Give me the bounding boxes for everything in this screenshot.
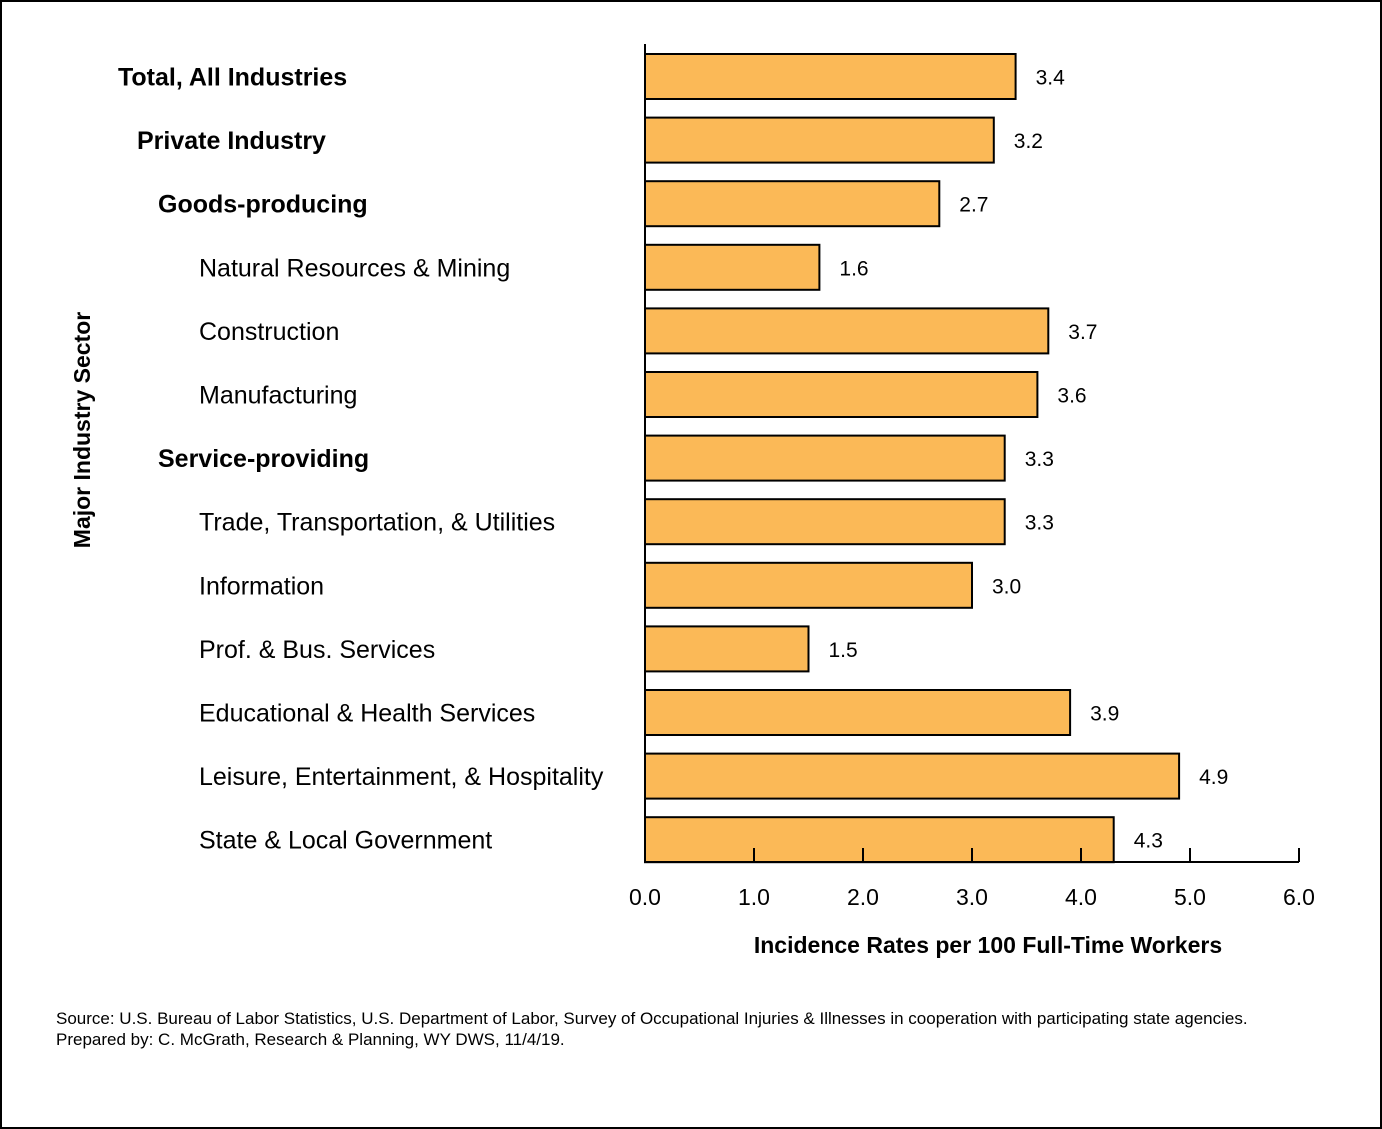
data-label: 3.2 — [1014, 130, 1043, 153]
category-label: Leisure, Entertainment, & Hospitality — [199, 763, 604, 791]
y-axis-title: Major Industry Sector — [69, 312, 95, 548]
data-label: 2.7 — [959, 194, 988, 217]
x-tick-label: 3.0 — [956, 884, 988, 910]
data-label: 3.6 — [1057, 385, 1086, 408]
category-label: Manufacturing — [199, 382, 357, 410]
bar — [644, 180, 941, 228]
data-label: 3.7 — [1068, 321, 1097, 344]
bar — [644, 561, 973, 609]
category-label: Service-providing — [158, 445, 369, 473]
category-label: Trade, Transportation, & Utilities — [199, 509, 555, 537]
x-axis-title: Incidence Rates per 100 Full-Time Worker… — [754, 932, 1222, 958]
bar — [644, 371, 1039, 418]
bar — [644, 816, 1115, 864]
prepared-by-text: Prepared by: C. McGrath, Research & Plan… — [56, 1030, 565, 1049]
data-label: 3.3 — [1025, 512, 1054, 535]
x-tick-label: 0.0 — [629, 884, 661, 910]
x-tick-label: 6.0 — [1283, 884, 1315, 910]
category-label: State & Local Government — [199, 827, 492, 855]
bar — [644, 689, 1072, 736]
category-label: Natural Resources & Mining — [199, 254, 510, 282]
category-label: Private Industry — [137, 127, 326, 155]
category-label: Total, All Industries — [118, 64, 347, 92]
data-label: 3.4 — [1036, 67, 1066, 90]
data-label: 1.6 — [839, 257, 868, 280]
category-label: Construction — [199, 318, 339, 346]
data-label: 4.9 — [1199, 766, 1228, 789]
data-label: 3.0 — [992, 575, 1021, 598]
data-label: 3.9 — [1090, 703, 1119, 726]
x-tick-label: 5.0 — [1174, 884, 1206, 910]
source-note: Source: U.S. Bureau of Labor Statistics,… — [56, 1008, 1296, 1050]
category-label: Information — [199, 572, 324, 600]
x-tick-label: 4.0 — [1065, 884, 1097, 910]
x-axis — [644, 44, 1300, 863]
x-tick-label: 1.0 — [738, 884, 770, 910]
data-label: 1.5 — [829, 639, 858, 662]
category-label: Goods-producing — [158, 191, 368, 219]
source-text: Source: U.S. Bureau of Labor Statistics,… — [56, 1009, 1248, 1028]
x-tick-label: 2.0 — [847, 884, 879, 910]
bar — [644, 434, 1006, 482]
category-label: Prof. & Bus. Services — [199, 636, 435, 664]
bar — [644, 307, 1050, 355]
category-label: Educational & Health Services — [199, 700, 535, 728]
value-labels-group: 3.4 3.2 2.7 1.6 3.7 3.6 3.3 3.3 3.0 1.5 3.9 4.9 4.3 — [829, 67, 1229, 853]
bar — [644, 243, 821, 291]
bar — [644, 625, 810, 673]
bar — [644, 116, 995, 164]
bar — [644, 53, 1017, 100]
data-label: 3.3 — [1025, 448, 1054, 471]
x-tick-labels-group: 0.0 1.0 2.0 3.0 4.0 5.0 6.0 — [629, 884, 1315, 910]
bars-group — [644, 53, 1181, 864]
category-labels-group: Total, All Industries Private Industry Goo… — [118, 64, 604, 855]
data-label: 4.3 — [1134, 830, 1163, 853]
bar — [644, 752, 1181, 800]
bar — [644, 498, 1006, 546]
